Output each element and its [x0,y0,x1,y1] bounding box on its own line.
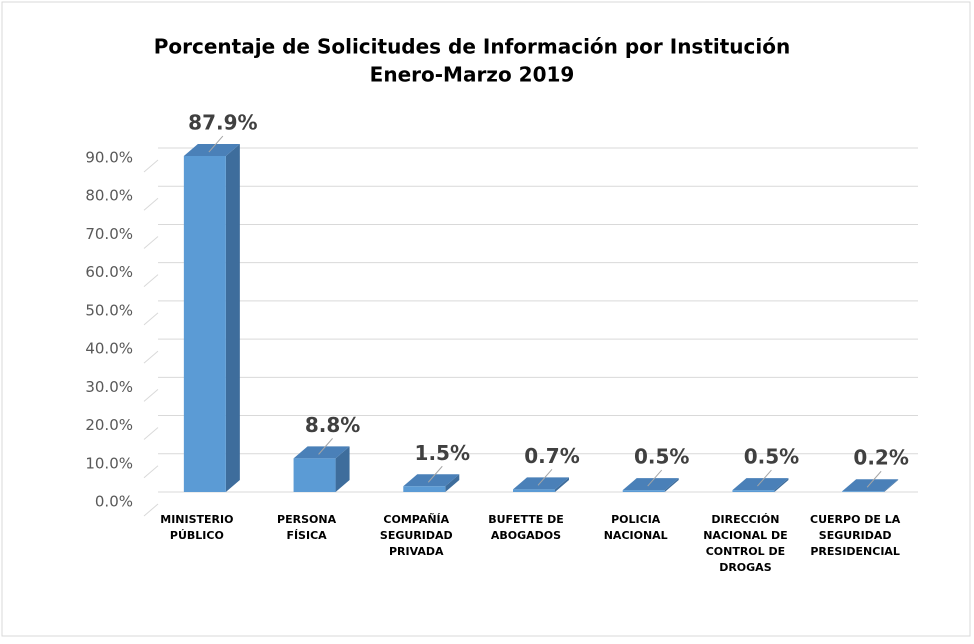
bar-face [884,479,899,492]
bar-face [183,144,240,157]
x-tick-label: DROGAS [719,561,771,574]
bar-face [774,478,789,492]
y-tick-label: 60.0% [85,263,133,281]
x-tick-label: SEGURIDAD [819,529,892,542]
y-tick-label: 90.0% [85,149,133,167]
data-label: 1.5% [415,441,470,465]
chart-title: Porcentaje de Solicitudes de Información… [154,35,791,59]
bar [403,474,460,492]
data-label: 0.5% [744,445,799,469]
x-tick-label: SEGURIDAD [380,529,453,542]
bar-face [183,156,226,492]
x-tick-label: POLICIA [611,513,661,526]
x-tick-label: ABOGADOS [491,529,561,542]
x-tick-label: NACIONAL [604,529,668,542]
leader-line [318,438,333,455]
grid-wall [143,388,159,402]
y-tick-label: 70.0% [85,225,133,243]
bar [732,478,789,492]
bar-face [293,446,350,459]
y-tick-label: 10.0% [85,454,133,472]
leader-line [647,469,663,487]
bar-face [732,490,775,492]
y-tick-label: 20.0% [85,416,133,434]
bar-face [403,474,460,487]
bar-face [293,458,336,492]
bar-face [664,478,679,492]
data-label: 0.2% [853,446,908,470]
x-tick-label: PÚBLICO [170,529,224,542]
y-tick-label: 30.0% [85,378,133,396]
x-tick-label: BUFETTE DE [488,513,564,526]
x-tick-label: COMPAÑÍA [383,513,449,526]
grid-wall [143,503,159,517]
data-label: 0.7% [524,444,579,468]
bar-face [842,479,899,492]
bar-face [335,446,350,492]
leader-line [427,465,443,483]
grid-wall [143,197,159,211]
bar [293,446,350,492]
y-tick-label: 80.0% [85,187,133,205]
bar-face [513,477,569,490]
grid-wall [143,274,159,288]
bar [842,479,899,492]
x-tick-label: FÍSICA [286,529,327,542]
y-tick-label: 40.0% [85,340,133,358]
bar-face [622,490,665,492]
y-tick-label: 0.0% [95,493,133,511]
y-tick-label: 50.0% [85,301,133,319]
x-tick-label: MINISTERIO [160,513,233,526]
data-label: 87.9% [188,111,257,135]
x-tick-label: PRESIDENCIAL [810,545,900,558]
bar-face [732,478,789,491]
bar [622,478,679,492]
data-label: 0.5% [634,445,689,469]
grid-wall [143,159,159,173]
chart-subtitle: Enero-Marzo 2019 [370,63,575,87]
bar-face [842,491,885,492]
x-tick-label: CUERPO DE LA [810,513,901,526]
bar-face [622,478,679,491]
bar-face [445,474,460,492]
leader-line [757,469,772,487]
grid-wall [143,236,159,249]
leader-line [866,470,882,488]
bar [183,144,240,492]
leader-line [208,135,224,153]
grid-wall [143,312,159,326]
bar-face [513,489,555,492]
bar-face [555,477,569,492]
grid-wall [143,427,159,440]
leader-line [537,468,553,486]
grid-wall [143,465,159,479]
x-tick-label: PRIVADA [389,545,444,558]
x-tick-label: DIRECCIÓN [711,513,779,526]
bar-face [403,486,446,492]
x-tick-label: PERSONA [277,513,337,526]
grid-wall [143,350,159,364]
x-tick-label: CONTROL DE [706,545,785,558]
bar-face [225,144,240,492]
x-tick-label: NACIONAL DE [703,529,787,542]
data-label: 8.8% [305,413,360,437]
bar [513,477,569,492]
